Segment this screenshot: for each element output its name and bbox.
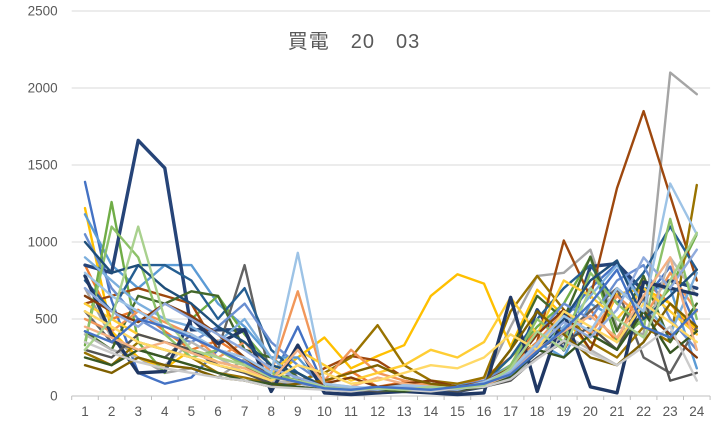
chart-title: 買電 20 03 [287,31,421,53]
series-line-series-24 [83,310,698,393]
series-line-series-28 [83,302,698,385]
y-tick-label: 2500 [28,4,58,19]
x-tick-label: 19 [556,404,571,419]
series-line-series-26 [83,256,698,390]
x-tick-label: 3 [134,404,142,419]
x-tick-label: 13 [397,404,412,419]
x-tick-label: 11 [344,404,358,419]
x-tick-label: 18 [530,404,545,419]
x-tick-label: 14 [423,404,439,419]
x-tick-label: 12 [370,404,385,419]
x-tick-label: 7 [241,404,249,419]
y-tick-label: 0 [50,389,58,404]
series-line-series-20 [83,287,698,388]
y-tick-label: 1000 [28,235,58,250]
x-tick-label: 10 [317,404,332,419]
series-line-series-31 [83,268,698,391]
y-tick-label: 1500 [28,158,58,173]
x-tick-label: 4 [161,404,169,419]
y-tick-label: 500 [35,312,58,327]
x-tick-label: 20 [583,404,598,419]
series-line-series-30 [83,225,698,391]
x-tick-label: 2 [108,404,116,419]
x-tick-label: 9 [294,404,302,419]
x-tick-label: 17 [503,404,518,419]
x-tick-label: 24 [689,404,705,419]
x-tick-label: 1 [81,404,89,419]
x-tick-label: 22 [636,404,651,419]
x-tick-label: 8 [267,404,275,419]
series-line-series-19 [83,274,699,397]
series-line-series-22 [83,302,698,388]
x-tick-label: 16 [476,404,491,419]
x-tick-label: 23 [663,404,678,419]
x-tick-label: 5 [188,404,196,419]
x-tick-label: 15 [450,404,465,419]
x-tick-label: 21 [609,404,624,419]
x-tick-label: 6 [214,404,222,419]
y-tick-label: 2000 [28,81,58,96]
